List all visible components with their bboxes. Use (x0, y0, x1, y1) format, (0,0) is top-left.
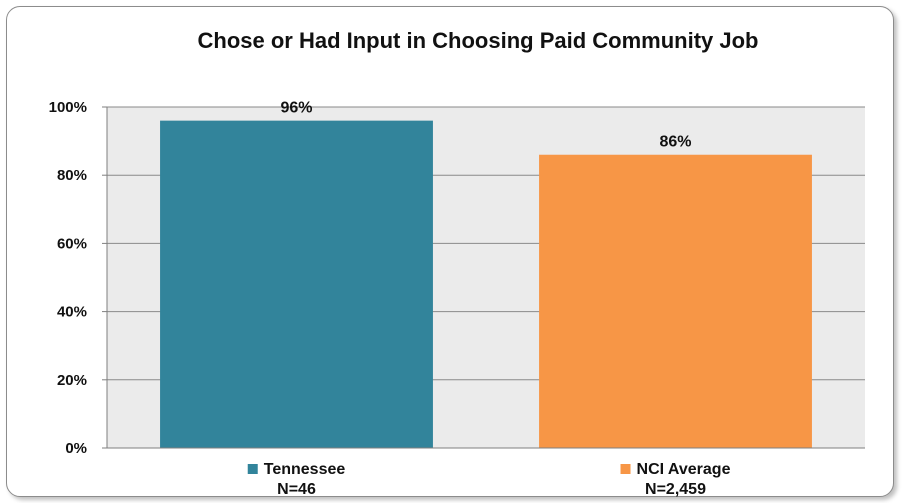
legend-swatch (247, 464, 258, 474)
chart-title: Chose or Had Input in Choosing Paid Comm… (198, 28, 759, 53)
bar-1 (160, 120, 433, 448)
data-labels: 96% 86% (280, 100, 691, 151)
y-tick-label: 40% (57, 304, 87, 321)
y-tick-label: 80% (57, 167, 87, 184)
data-label: 96% (280, 100, 312, 117)
sample-size-label: N=46 (277, 481, 316, 498)
y-axis-tick-labels: 0% 20% 40% 60% 80% 100% (49, 99, 107, 457)
y-tick-label: 100% (49, 99, 87, 116)
category-label: Tennessee (264, 461, 346, 478)
y-tick-label: 0% (65, 440, 87, 457)
category-label-group: NCI Average N=2,459 (620, 461, 731, 498)
data-label: 86% (659, 134, 691, 151)
y-tick-label: 60% (57, 235, 87, 252)
bar-2 (539, 154, 812, 449)
category-label: NCI Average (637, 461, 731, 478)
category-labels: Tennessee N=46 NCI Average N=2,459 (247, 461, 731, 498)
bars (160, 120, 812, 449)
y-tick-label: 20% (57, 372, 87, 389)
sample-size-label: N=2,459 (645, 481, 706, 498)
legend-swatch (620, 464, 631, 474)
category-label-group: Tennessee N=46 (247, 461, 346, 498)
